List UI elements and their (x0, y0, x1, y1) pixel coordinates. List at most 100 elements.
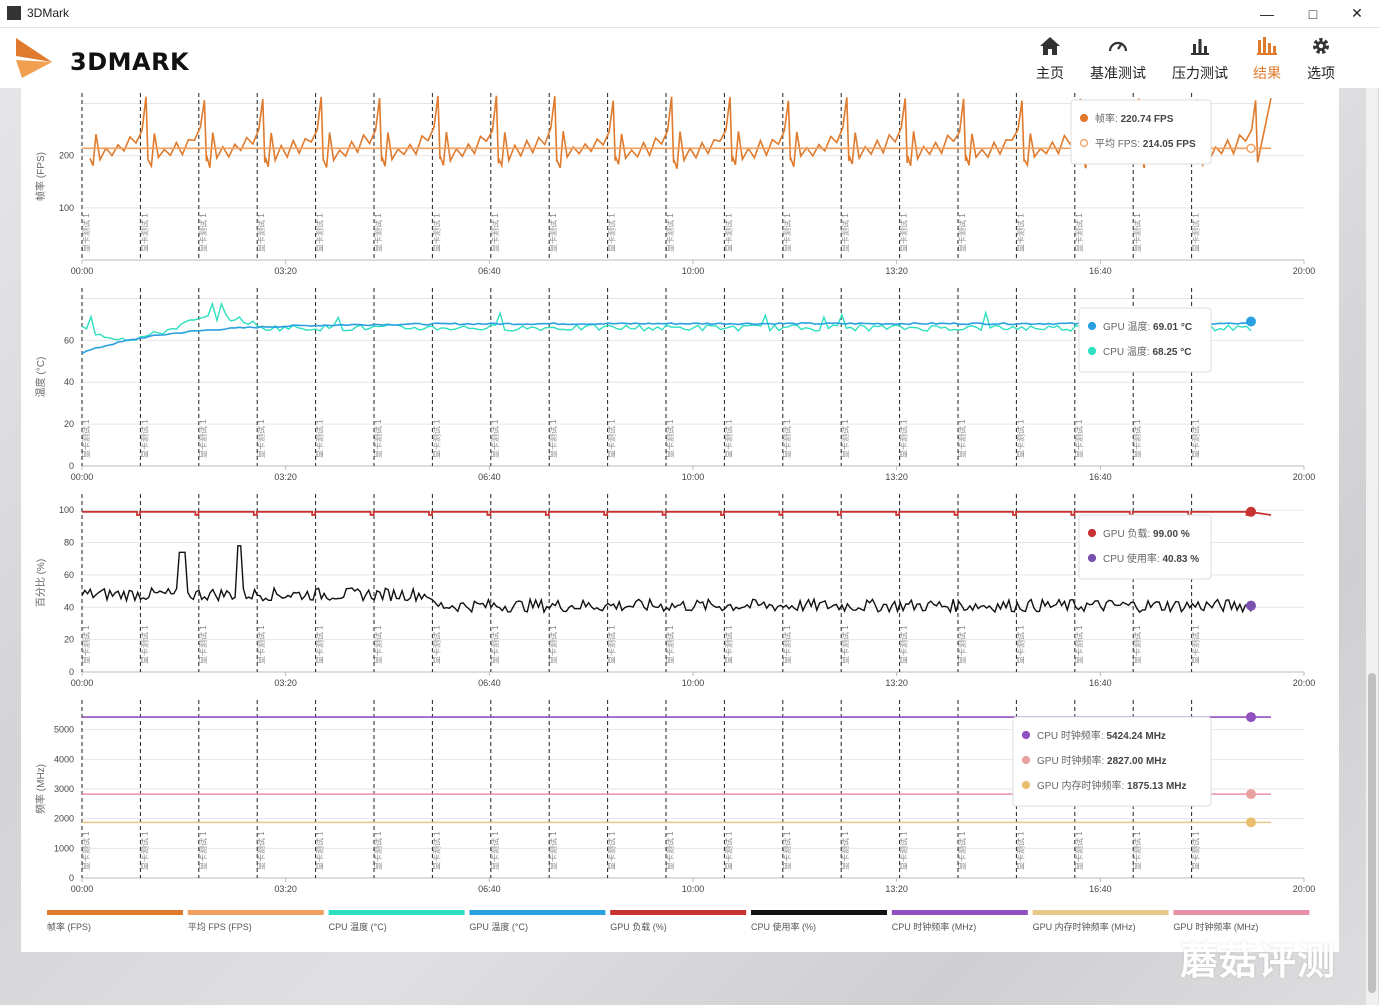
loop-marker-label: 显卡测试 1 (665, 213, 675, 252)
loop-marker-label: 显卡测试 1 (840, 625, 850, 664)
loop-marker-label: 显卡测试 1 (1074, 419, 1084, 458)
loop-marker-label: 显卡测试 1 (840, 831, 850, 870)
series-point (1246, 712, 1256, 723)
loop-marker-label: 显卡测试 1 (490, 419, 500, 458)
loop-marker-label: 显卡测试 1 (139, 419, 149, 458)
maximize-button[interactable]: □ (1308, 5, 1318, 22)
tooltip-dot (1079, 113, 1089, 123)
chart-1: 100 200 帧率 (FPS) 00:00 03:20 06:40 10:00 13:20 1… (34, 93, 1315, 276)
loop-marker-label: 显卡测试 1 (1015, 625, 1025, 664)
chart-3: 0 20 40 60 80 100 百分比 (%) 00:00 03:20 06:40 10:00 1… (35, 494, 1315, 688)
tooltip-dot (1079, 138, 1089, 148)
loop-marker-label: 显卡测试 1 (1132, 213, 1142, 252)
scrollbar-thumb[interactable] (1368, 673, 1376, 993)
nav-home[interactable]: 主页 (1036, 34, 1064, 84)
loop-marker-label: 显卡测试 1 (81, 831, 91, 870)
x-tick-label: 20:00 (1293, 266, 1316, 276)
close-button[interactable]: ✕ (1351, 5, 1363, 21)
loop-marker-label: 显卡测试 1 (81, 213, 91, 252)
x-tick-label: 00:00 (71, 678, 94, 688)
x-tick-label: 06:40 (478, 266, 501, 276)
tooltip-value: 5424.24 MHz (1106, 731, 1165, 742)
nav-label: 基准测试 (1090, 65, 1146, 81)
loop-marker-label: 显卡测试 1 (1074, 625, 1084, 664)
nav-label: 压力测试 (1172, 65, 1228, 81)
series-point (1246, 817, 1256, 828)
loop-marker-label: 显卡测试 1 (431, 625, 441, 664)
loop-marker-label: 显卡测试 1 (373, 213, 383, 252)
loop-marker-label: 显卡测试 1 (1074, 213, 1084, 252)
tooltip-box (1070, 99, 1212, 165)
window-title: 3DMark (27, 6, 70, 20)
x-tick-label: 06:40 (478, 678, 501, 688)
loop-marker-label: 显卡测试 1 (373, 831, 383, 870)
series-gpu-load (82, 510, 1272, 516)
loop-marker-label: 显卡测试 1 (548, 831, 558, 870)
loop-marker-label: 显卡测试 1 (957, 625, 967, 664)
minimize-button[interactable]: — (1260, 5, 1274, 22)
tooltip-value: 68.25 °C (1152, 347, 1191, 358)
loop-marker-label: 显卡测试 1 (840, 419, 850, 458)
loop-marker-label: 显卡测试 1 (840, 213, 850, 252)
legend-label: GPU 负载 (%) (610, 921, 667, 932)
gauge-icon (1108, 41, 1128, 52)
x-tick-label: 16:40 (1089, 884, 1112, 894)
x-tick-label: 13:20 (885, 266, 908, 276)
loop-marker-label: 显卡测试 1 (315, 213, 325, 252)
loop-marker-label: 显卡测试 1 (490, 831, 500, 870)
tooltip-dot (1087, 553, 1097, 563)
x-tick-label: 03:20 (274, 266, 297, 276)
tooltip-value: 214.05 FPS (1143, 139, 1196, 150)
legend-swatch (187, 910, 324, 915)
nav-label: 主页 (1036, 65, 1064, 81)
nav-options[interactable]: 选项 (1307, 34, 1335, 84)
legend-swatch (891, 910, 1028, 915)
loop-marker-label: 显卡测试 1 (665, 625, 675, 664)
y-tick-label: 60 (64, 570, 74, 580)
legend-label: CPU 温度 (°C) (329, 921, 387, 932)
nav-benchmark[interactable]: 基准测试 (1090, 34, 1146, 84)
tooltip-dot (1087, 528, 1097, 538)
3dmark-logo[interactable]: 3DMARK (12, 34, 222, 82)
loop-marker-label: 显卡测试 1 (782, 419, 792, 458)
loop-marker-label: 显卡测试 1 (957, 419, 967, 458)
series-gpu-temp (81, 321, 1252, 355)
x-tick-label: 20:00 (1293, 678, 1316, 688)
legend-label: GPU 温度 (°C) (469, 921, 528, 932)
tooltip-label: GPU 负载: 99.00 % (1103, 527, 1190, 540)
x-tick-label: 20:00 (1293, 884, 1316, 894)
x-tick-label: 13:20 (885, 472, 908, 482)
loop-marker-label: 显卡测试 1 (490, 213, 500, 252)
loop-marker-label: 显卡测试 1 (607, 213, 617, 252)
results-panel: 100 200 帧率 (FPS) 00:00 03:20 06:40 10:00 13:20 1… (21, 88, 1339, 952)
tooltip-label: CPU 使用率: 40.83 % (1103, 552, 1199, 565)
nav-stress-test[interactable]: 压力测试 (1172, 34, 1228, 84)
loop-marker-label: 显卡测试 1 (1015, 831, 1025, 870)
series-fps (89, 95, 1272, 169)
loop-marker-label: 显卡测试 1 (665, 831, 675, 870)
loop-marker-label: 显卡测试 1 (198, 625, 208, 664)
series-point (1246, 316, 1256, 327)
series-point (1246, 143, 1256, 154)
tooltip-label: GPU 时钟频率: 2827.00 MHz (1037, 754, 1167, 767)
x-tick-label: 03:20 (274, 678, 297, 688)
loop-marker-label: 显卡测试 1 (1015, 213, 1025, 252)
loop-marker-label: 显卡测试 1 (665, 419, 675, 458)
tooltip-value: 1875.13 MHz (1127, 781, 1186, 792)
tooltip-value: 99.00 % (1153, 529, 1190, 540)
legend-label: GPU 内存时钟频率 (MHz) (1033, 921, 1136, 932)
loop-marker-label: 显卡测试 1 (256, 831, 266, 870)
series-point (1246, 600, 1256, 611)
tooltip: 帧率: 220.74 FPS 平均 FPS: 214.05 FPS (1070, 99, 1212, 165)
legend-swatch (751, 910, 887, 915)
nav-label: 选项 (1307, 65, 1335, 81)
tooltip: CPU 时钟频率: 5424.24 MHz GPU 时钟频率: 2827.00 M… (1012, 716, 1212, 807)
nav-results[interactable]: 结果 (1253, 34, 1281, 84)
tooltip-dot (1021, 780, 1031, 790)
legend-swatch (469, 910, 606, 915)
loop-marker-label: 显卡测试 1 (81, 419, 91, 458)
y-axis-label: 频率 (MHz) (34, 764, 47, 814)
x-tick-label: 00:00 (71, 266, 94, 276)
legend-swatch (610, 910, 747, 915)
loop-marker-label: 显卡测试 1 (723, 625, 733, 664)
